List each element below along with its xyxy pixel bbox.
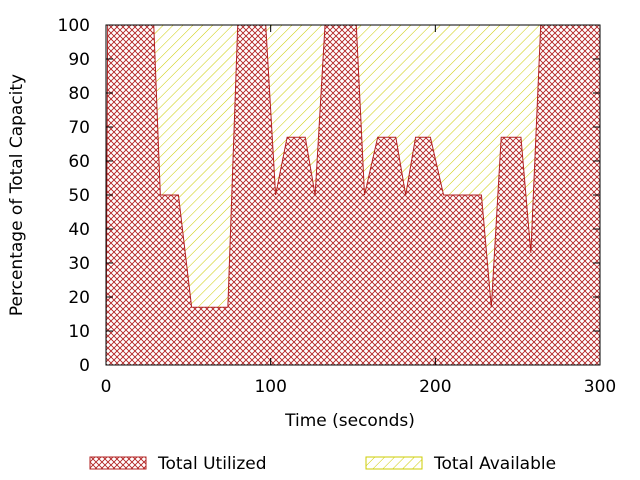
y-tick-label: 0 [79, 356, 90, 376]
x-axis-label: Time (seconds) [284, 411, 415, 431]
y-tick-label: 30 [68, 254, 90, 274]
legend-item-total-available: Total Available [365, 454, 556, 474]
y-tick-label: 40 [68, 220, 90, 240]
y-tick-label: 50 [68, 186, 90, 206]
legend-item-total-utilized: Total Utilized [89, 454, 267, 474]
series-total-utilized [106, 25, 600, 365]
y-tick-label: 80 [68, 84, 90, 104]
y-tick-label: 20 [68, 288, 90, 308]
legend-label-total-available: Total Available [433, 454, 556, 474]
x-tick-label: 300 [584, 377, 616, 397]
x-tick-label: 0 [101, 377, 112, 397]
legend: Total Utilized Total Available [89, 454, 556, 474]
y-tick-label: 100 [58, 16, 90, 36]
y-axis-label: Percentage of Total Capacity [7, 74, 27, 316]
legend-label-total-utilized: Total Utilized [157, 454, 267, 474]
series-layer [106, 25, 600, 365]
y-tick-label: 60 [68, 152, 90, 172]
x-tick-label: 200 [419, 377, 451, 397]
y-tick-label: 10 [68, 322, 90, 342]
legend-swatch-total-utilized [89, 456, 147, 470]
legend-swatch-total-available [365, 456, 423, 470]
y-tick-label: 90 [68, 50, 90, 70]
line-total-utilized [106, 25, 600, 365]
y-tick-label: 70 [68, 118, 90, 138]
area-total-utilized [106, 25, 600, 365]
y-axis: 0 10 20 30 40 50 60 70 80 90 100 [58, 16, 600, 376]
x-axis: 0 100 200 300 [101, 25, 616, 397]
plot-area [106, 25, 600, 365]
x-tick-label: 100 [254, 377, 286, 397]
